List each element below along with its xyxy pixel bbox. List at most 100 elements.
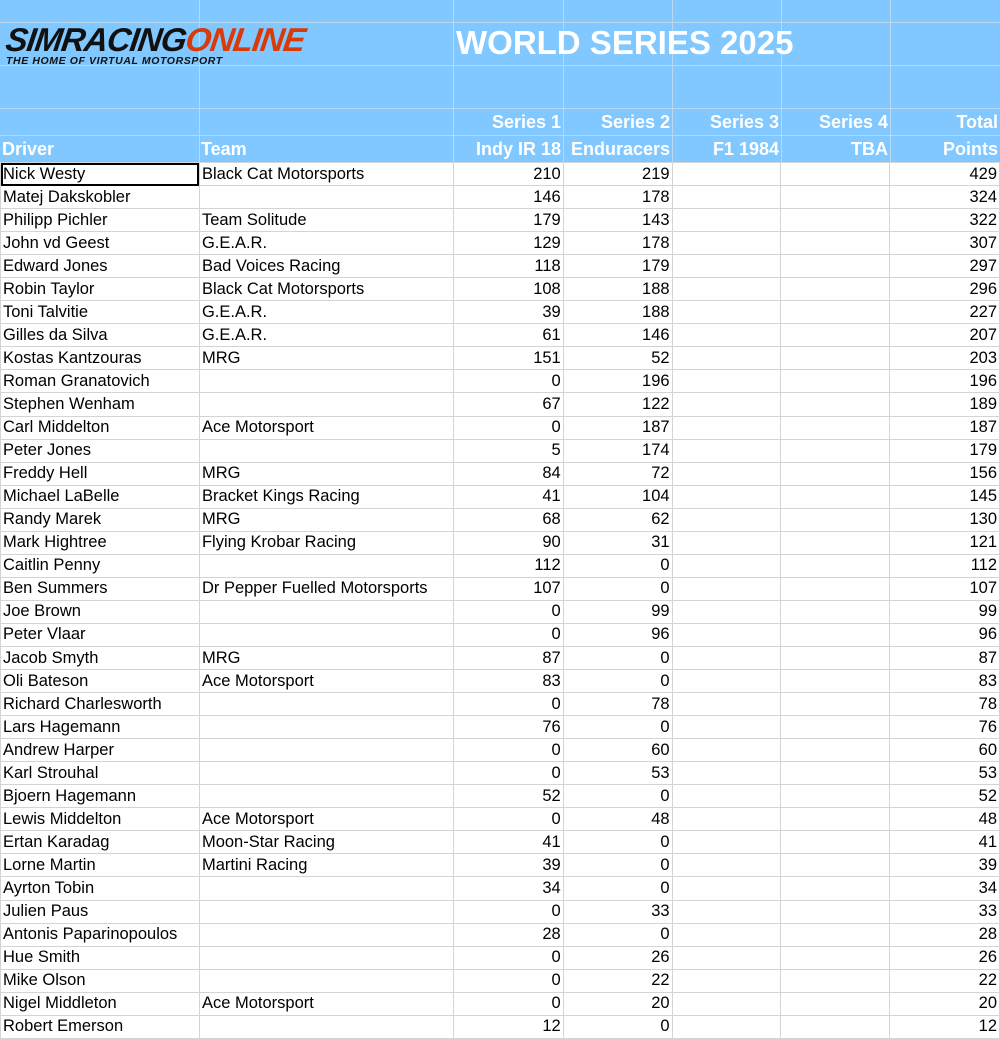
team-cell[interactable]: Team Solitude xyxy=(198,208,454,233)
team-cell[interactable] xyxy=(198,369,454,394)
driver-cell[interactable]: Toni Talvitie xyxy=(0,300,200,325)
total-cell[interactable]: 41 xyxy=(889,830,1000,855)
series3-cell[interactable] xyxy=(671,669,782,694)
series2-cell[interactable]: 0 xyxy=(562,715,673,740)
team-cell[interactable]: Dr Pepper Fuelled Motorsports xyxy=(198,576,454,601)
team-cell[interactable] xyxy=(198,599,454,624)
total-cell[interactable]: 99 xyxy=(889,599,1000,624)
total-cell[interactable]: 107 xyxy=(889,576,1000,601)
total-cell[interactable]: 156 xyxy=(889,461,1000,486)
team-cell[interactable]: G.E.A.R. xyxy=(198,300,454,325)
series4-cell[interactable] xyxy=(780,853,891,878)
team-cell[interactable] xyxy=(198,622,454,647)
team-cell[interactable]: Bad Voices Racing xyxy=(198,254,454,279)
series3-cell[interactable] xyxy=(671,899,782,924)
series3-cell[interactable] xyxy=(671,622,782,647)
total-cell[interactable]: 297 xyxy=(889,254,1000,279)
series4-cell[interactable] xyxy=(780,738,891,763)
driver-cell[interactable]: Roman Granatovich xyxy=(0,369,200,394)
series4-cell[interactable] xyxy=(780,876,891,901)
series2-cell[interactable]: 53 xyxy=(562,761,673,786)
series4-cell[interactable] xyxy=(780,991,891,1016)
total-cell[interactable]: 207 xyxy=(889,323,1000,348)
series1-cell[interactable]: 41 xyxy=(452,484,564,509)
series1-cell[interactable]: 0 xyxy=(452,968,564,993)
series2-cell[interactable]: 0 xyxy=(562,876,673,901)
series4-cell[interactable] xyxy=(780,968,891,993)
series3-cell[interactable] xyxy=(671,645,782,671)
team-cell[interactable]: Black Cat Motorsports xyxy=(198,277,454,302)
series1-cell[interactable]: 0 xyxy=(452,761,564,786)
series4-cell[interactable] xyxy=(780,208,891,233)
series2-cell[interactable]: 33 xyxy=(562,899,673,924)
series4-cell[interactable] xyxy=(780,922,891,947)
series3-cell[interactable] xyxy=(671,300,782,325)
series3-cell[interactable] xyxy=(671,830,782,855)
series4-cell[interactable] xyxy=(780,392,891,417)
series3-cell[interactable] xyxy=(671,807,782,832)
series2-cell[interactable]: 31 xyxy=(562,530,673,555)
series2-cell[interactable]: 188 xyxy=(562,300,673,325)
total-cell[interactable]: 227 xyxy=(889,300,1000,325)
series4-cell[interactable] xyxy=(780,369,891,394)
series1-cell[interactable]: 108 xyxy=(452,277,564,302)
series2-cell[interactable]: 188 xyxy=(562,277,673,302)
team-cell[interactable]: Moon-Star Racing xyxy=(198,830,454,855)
team-cell[interactable] xyxy=(198,968,454,993)
series3-cell[interactable] xyxy=(671,185,782,210)
series3-cell[interactable] xyxy=(671,438,782,463)
team-cell[interactable] xyxy=(198,761,454,786)
driver-cell[interactable]: Lewis Middelton xyxy=(0,807,200,832)
total-cell[interactable]: 145 xyxy=(889,484,1000,509)
total-cell[interactable]: 322 xyxy=(889,208,1000,233)
series4-cell[interactable] xyxy=(780,277,891,302)
driver-cell[interactable]: Freddy Hell xyxy=(0,461,200,486)
team-cell[interactable]: Ace Motorsport xyxy=(198,669,454,694)
driver-cell[interactable]: Antonis Paparinopoulos xyxy=(0,922,200,947)
driver-cell[interactable]: Philipp Pichler xyxy=(0,208,200,233)
total-cell[interactable]: 121 xyxy=(889,530,1000,555)
driver-cell[interactable]: Oli Bateson xyxy=(0,669,200,694)
series1-cell[interactable]: 0 xyxy=(452,738,564,763)
series2-cell[interactable]: 143 xyxy=(562,208,673,233)
driver-cell[interactable]: Carl Middelton xyxy=(0,415,200,440)
series3-cell[interactable] xyxy=(671,277,782,302)
driver-cell[interactable]: Michael LaBelle xyxy=(0,484,200,509)
series1-cell[interactable]: 179 xyxy=(452,208,564,233)
total-cell[interactable]: 196 xyxy=(889,369,1000,394)
team-cell[interactable] xyxy=(198,1014,454,1039)
series4-cell[interactable] xyxy=(780,185,891,210)
team-cell[interactable] xyxy=(198,876,454,901)
series2-cell[interactable]: 20 xyxy=(562,991,673,1016)
series1-cell[interactable]: 146 xyxy=(452,185,564,210)
series1-cell[interactable]: 39 xyxy=(452,853,564,878)
team-cell[interactable]: Ace Motorsport xyxy=(198,991,454,1016)
total-cell[interactable]: 12 xyxy=(889,1014,1000,1039)
total-cell[interactable]: 39 xyxy=(889,853,1000,878)
series2-cell[interactable]: 78 xyxy=(562,692,673,717)
series4-cell[interactable] xyxy=(780,807,891,832)
series1-cell[interactable]: 67 xyxy=(452,392,564,417)
series4-cell[interactable] xyxy=(780,692,891,717)
team-cell[interactable]: Black Cat Motorsports xyxy=(198,161,454,187)
team-cell[interactable] xyxy=(198,784,454,809)
series4-cell[interactable] xyxy=(780,599,891,624)
series3-cell[interactable] xyxy=(671,208,782,233)
team-cell[interactable] xyxy=(198,185,454,210)
team-cell[interactable] xyxy=(198,438,454,463)
series2-cell[interactable]: 179 xyxy=(562,254,673,279)
driver-cell[interactable]: Lorne Martin xyxy=(0,853,200,878)
series2-cell[interactable]: 0 xyxy=(562,1014,673,1039)
series4-cell[interactable] xyxy=(780,438,891,463)
series4-cell[interactable] xyxy=(780,530,891,555)
driver-cell[interactable]: Julien Paus xyxy=(0,899,200,924)
series3-cell[interactable] xyxy=(671,876,782,901)
series2-cell[interactable]: 72 xyxy=(562,461,673,486)
series2-cell[interactable]: 22 xyxy=(562,968,673,993)
series3-cell[interactable] xyxy=(671,553,782,578)
series4-cell[interactable] xyxy=(780,761,891,786)
series4-cell[interactable] xyxy=(780,715,891,740)
series2-cell[interactable]: 104 xyxy=(562,484,673,509)
total-cell[interactable]: 324 xyxy=(889,185,1000,210)
series4-cell[interactable] xyxy=(780,576,891,601)
